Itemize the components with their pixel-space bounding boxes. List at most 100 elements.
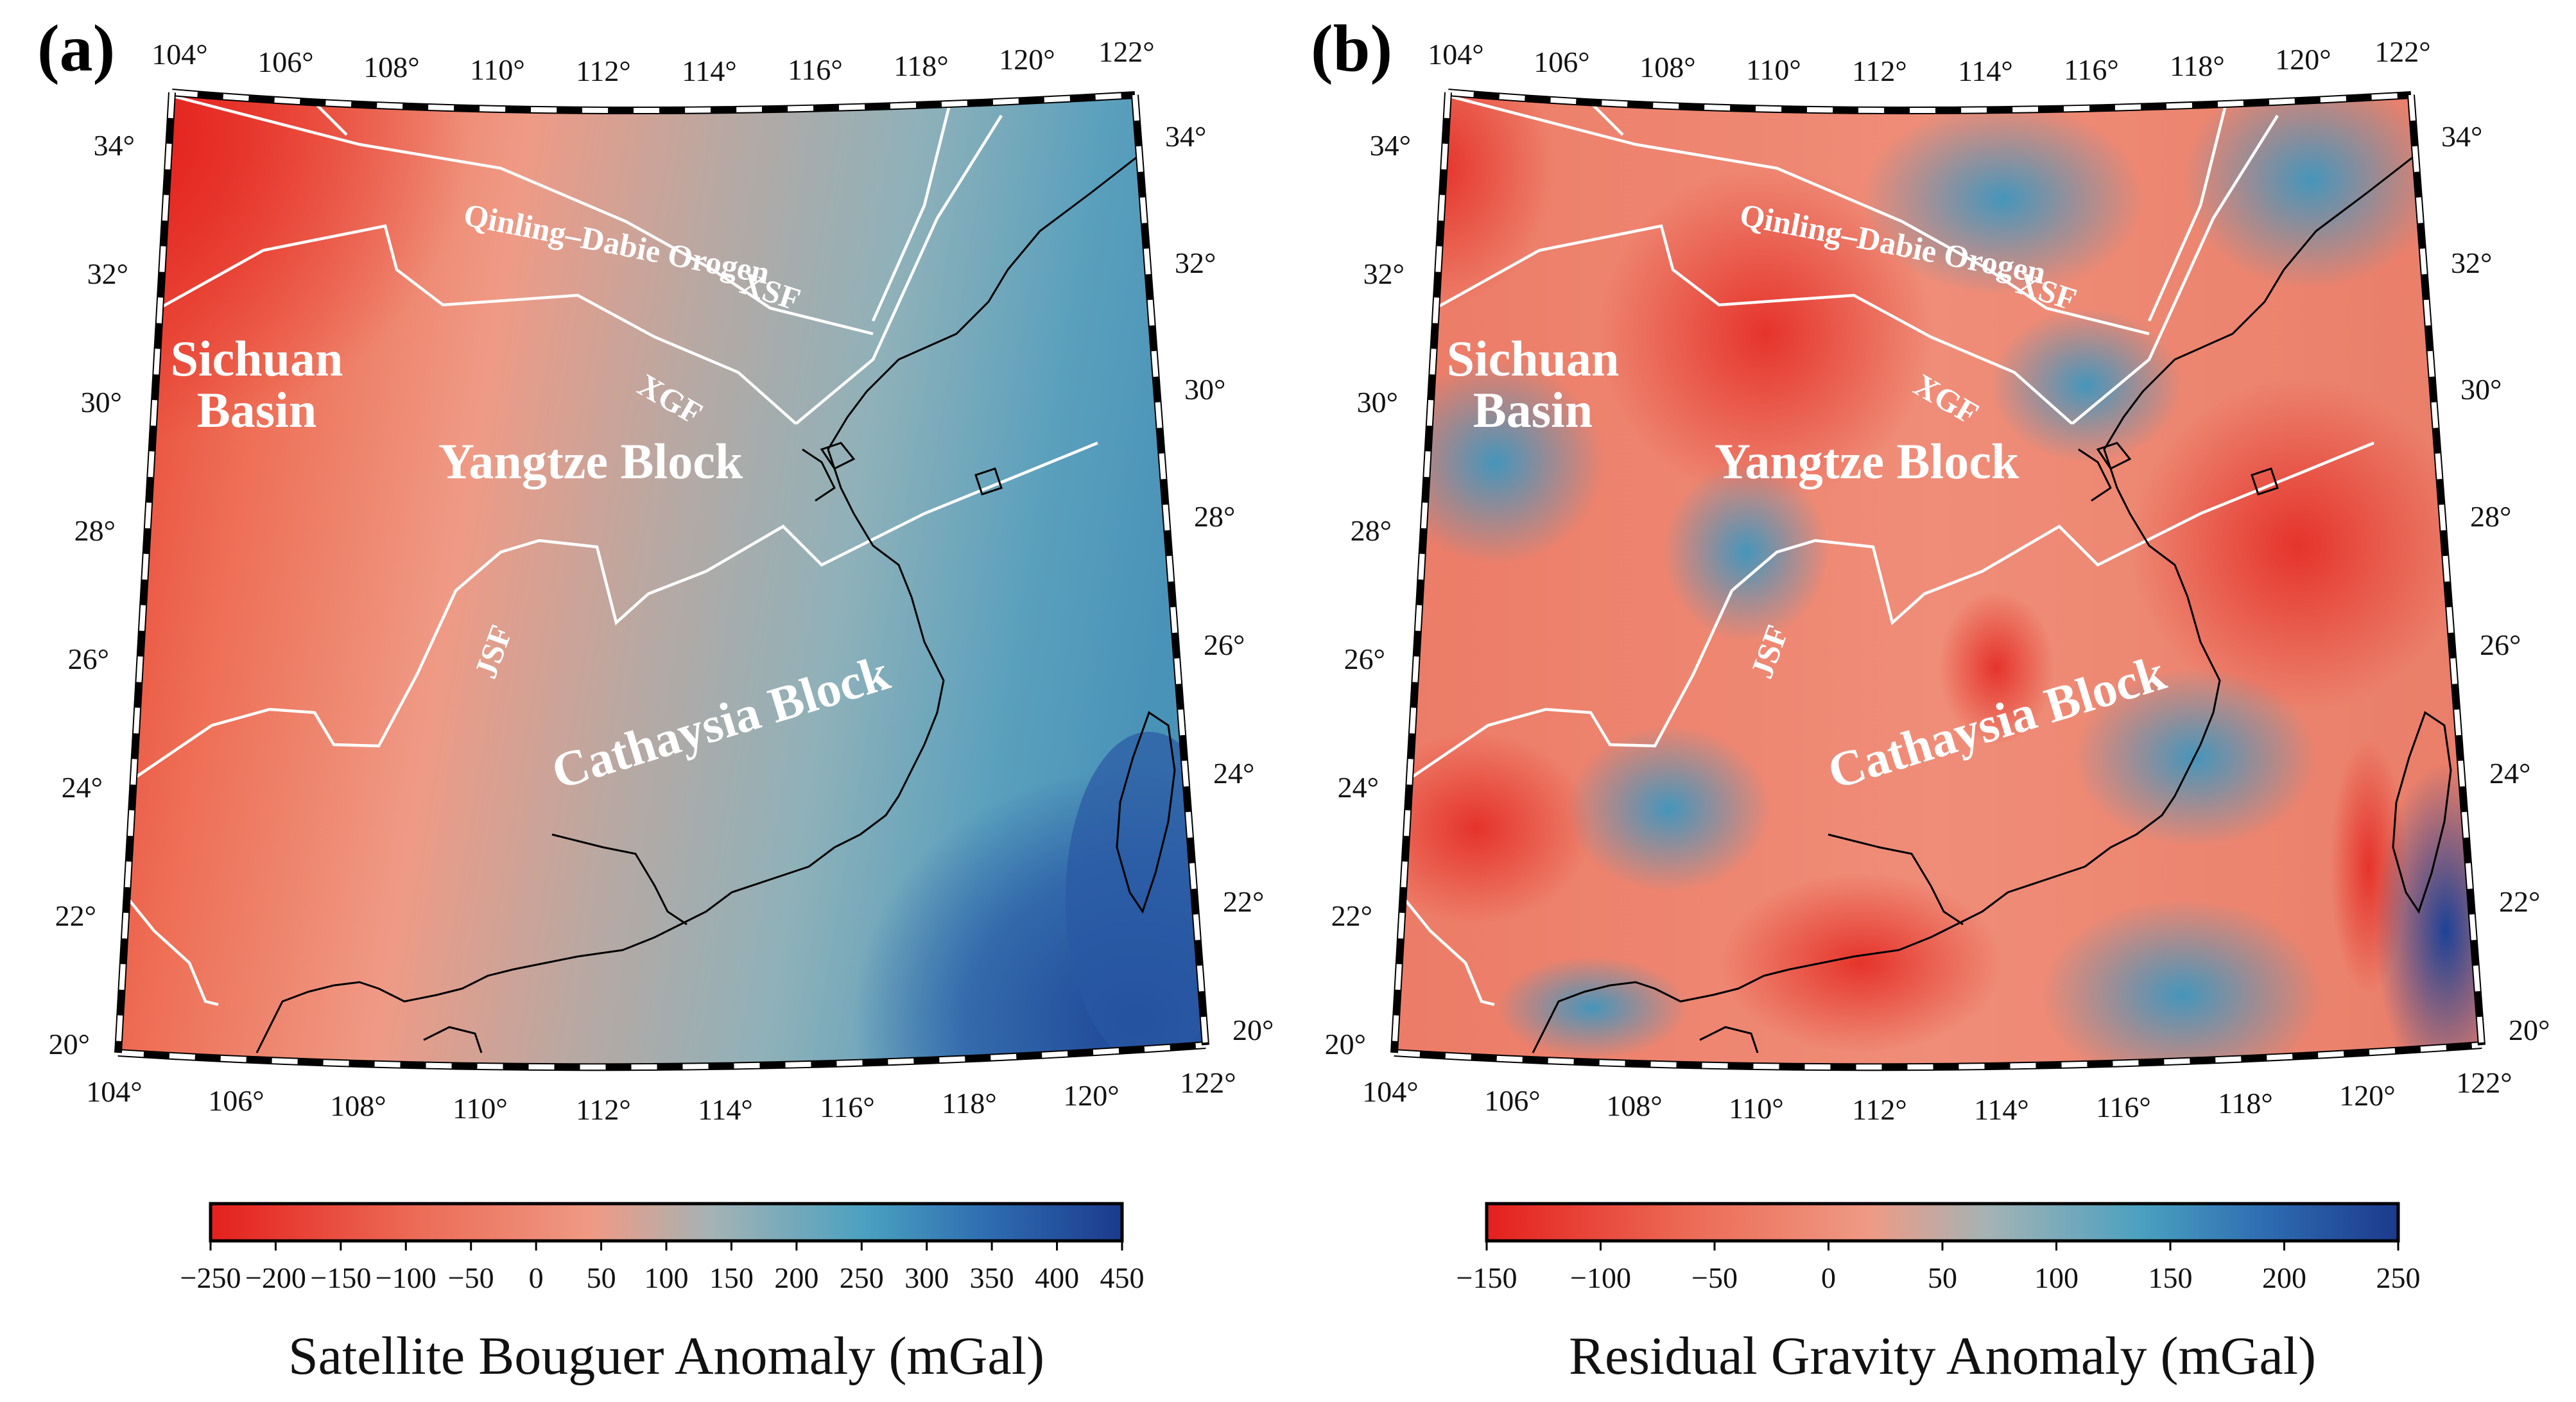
hainan-island-b xyxy=(1699,1026,1759,1053)
left-lat-tick: 32° xyxy=(87,257,128,290)
colorbar-b: −150 −100 −50 0 50 100 150 200 250 Residual Grav… xyxy=(1457,1202,2421,1386)
colorbar-a-ticks: −250 −200 −150 −100 −50 0 50 100 150 200 250 300 350… xyxy=(180,1241,1145,1294)
colorbar-tick-label: −100 xyxy=(1570,1261,1631,1294)
panel-a-map xyxy=(114,89,1209,1071)
right-lat-tick: 32° xyxy=(1175,247,1216,279)
bottom-lon-tick: 118° xyxy=(2218,1087,2273,1120)
bottom-lon-tick: 116° xyxy=(820,1091,875,1123)
top-lon-tick: 108° xyxy=(1639,51,1695,83)
right-lat-tick: 22° xyxy=(1223,885,1264,918)
bottom-lon-tick: 112° xyxy=(1852,1093,1907,1126)
colorbar-tick-label: 100 xyxy=(644,1261,689,1294)
colorbar-tick-label: 400 xyxy=(1035,1261,1079,1294)
bottom-lon-tick: 120° xyxy=(1063,1079,1119,1112)
colorbar-tick-label: 450 xyxy=(1100,1261,1145,1294)
colorbar-tick-label: −250 xyxy=(180,1261,241,1294)
colorbar-tick-label: −50 xyxy=(1691,1261,1738,1294)
left-lat-tick: 24° xyxy=(62,771,103,804)
coastline-a xyxy=(255,108,1189,1053)
top-lon-tick: 106° xyxy=(257,46,313,78)
axis-ticks-a: 104° 106° 108° 110° 112° 114° 116° 118° 120° 122°… xyxy=(49,35,1274,1126)
colorbar-tick-label: 150 xyxy=(2148,1261,2193,1294)
yangtze-label-b: Yangtze Block xyxy=(1715,433,2019,489)
top-lon-tick: 112° xyxy=(1852,55,1907,87)
colorbar-tick-label: 100 xyxy=(2034,1261,2079,1294)
colorbar-tick-label: 150 xyxy=(709,1261,754,1294)
left-lat-tick: 26° xyxy=(68,643,109,675)
frame-a xyxy=(114,89,1209,1071)
colorbar-b-title: Residual Gravity Anomaly (mGal) xyxy=(1569,1326,2316,1386)
bottom-lon-tick: 106° xyxy=(208,1084,264,1117)
colorbar-a: −250 −200 −150 −100 −50 0 50 100 150 200 250 300 350… xyxy=(180,1202,1145,1386)
top-lon-tick: 104° xyxy=(151,38,207,71)
lake2-a xyxy=(820,442,856,470)
sichuan-label-1: Sichuan xyxy=(171,331,343,386)
right-lat-tick: 26° xyxy=(1204,628,1245,661)
fault-lines-a xyxy=(121,94,1098,1007)
right-lat-tick: 22° xyxy=(2499,885,2540,918)
colorbar-tick-label: 50 xyxy=(587,1261,616,1294)
frame-b xyxy=(1390,89,2485,1071)
bottom-lon-tick: 114° xyxy=(1974,1093,2029,1126)
top-lon-tick: 120° xyxy=(999,43,1055,76)
bottom-lon-tick: 114° xyxy=(698,1093,753,1126)
yangtze-label: Yangtze Block xyxy=(438,433,743,489)
bottom-lon-tick: 110° xyxy=(453,1092,508,1125)
right-lat-tick: 34° xyxy=(2441,120,2482,153)
colorbar-tick-label: −100 xyxy=(376,1261,437,1294)
bottom-lon-tick: 106° xyxy=(1484,1084,1540,1117)
colorbar-tick-label: 300 xyxy=(904,1261,949,1294)
colorbar-tick-label: 250 xyxy=(840,1261,884,1294)
colorbar-b-ticks: −150 −100 −50 0 50 100 150 200 250 xyxy=(1457,1241,2421,1294)
bottom-lon-tick: 104° xyxy=(1362,1075,1418,1108)
right-lat-tick: 20° xyxy=(1232,1014,1274,1046)
axis-ticks-b: 104° 106° 108° 110° 112° 114° 116° 118° 120° 122°… xyxy=(1325,35,2550,1126)
left-lat-tick: 34° xyxy=(94,129,135,162)
sichuan-label-1-b: Sichuan xyxy=(1447,331,1620,386)
taiwan-island-b xyxy=(2392,711,2452,914)
colorbar-tick-label: 0 xyxy=(529,1261,544,1294)
colorbar-a-title: Satellite Bouguer Anomaly (mGal) xyxy=(288,1326,1044,1386)
bottom-lon-tick: 116° xyxy=(2096,1091,2151,1123)
left-lat-tick: 30° xyxy=(81,386,122,419)
top-lon-tick: 104° xyxy=(1428,38,1483,71)
colorbar-tick-label: −50 xyxy=(448,1261,494,1294)
left-lat-tick: 22° xyxy=(1331,899,1372,932)
right-lat-tick: 30° xyxy=(1184,373,1225,406)
colorbar-tick-label: 200 xyxy=(2262,1261,2306,1294)
left-lat-tick: 20° xyxy=(49,1028,90,1060)
colorbar-tick-label: 350 xyxy=(970,1261,1014,1294)
top-lon-tick: 116° xyxy=(2064,53,2119,86)
sichuan-label-2: Basin xyxy=(197,382,316,438)
panel-a-label: (a) xyxy=(37,12,115,85)
top-lon-tick: 112° xyxy=(576,55,631,87)
colorbar-tick-label: −200 xyxy=(245,1261,306,1294)
right-lat-tick: 24° xyxy=(1213,757,1254,790)
top-lon-tick: 118° xyxy=(894,49,949,82)
left-lat-tick: 22° xyxy=(55,899,96,932)
top-lon-tick: 114° xyxy=(682,55,737,87)
panel-b-map xyxy=(1390,89,2485,1071)
colorbar-tick-label: −150 xyxy=(1457,1261,1517,1294)
bottom-lon-tick: 110° xyxy=(1729,1092,1784,1125)
top-lon-tick: 114° xyxy=(1958,55,2013,87)
bottom-lon-tick: 104° xyxy=(86,1075,142,1108)
hainan-island-a xyxy=(423,1026,483,1053)
colorbar-tick-label: 250 xyxy=(2376,1261,2421,1294)
top-lon-tick: 120° xyxy=(2275,43,2331,76)
left-lat-tick: 28° xyxy=(1351,514,1392,547)
top-lon-tick: 118° xyxy=(2170,49,2225,82)
left-lat-tick: 20° xyxy=(1325,1028,1366,1060)
bottom-lon-tick: 120° xyxy=(2339,1079,2395,1112)
right-lat-tick: 34° xyxy=(1165,120,1206,153)
right-lat-tick: 26° xyxy=(2480,628,2521,661)
top-lon-tick: 106° xyxy=(1534,46,1589,78)
lake2-b xyxy=(2096,442,2132,470)
top-lon-tick: 110° xyxy=(1746,53,1801,86)
right-lat-tick: 24° xyxy=(2489,757,2530,790)
fault-lines-b xyxy=(1397,94,2374,1007)
left-lat-tick: 24° xyxy=(1338,771,1379,804)
top-lon-tick: 110° xyxy=(470,53,525,86)
colorbar-a-bar xyxy=(209,1202,1124,1243)
